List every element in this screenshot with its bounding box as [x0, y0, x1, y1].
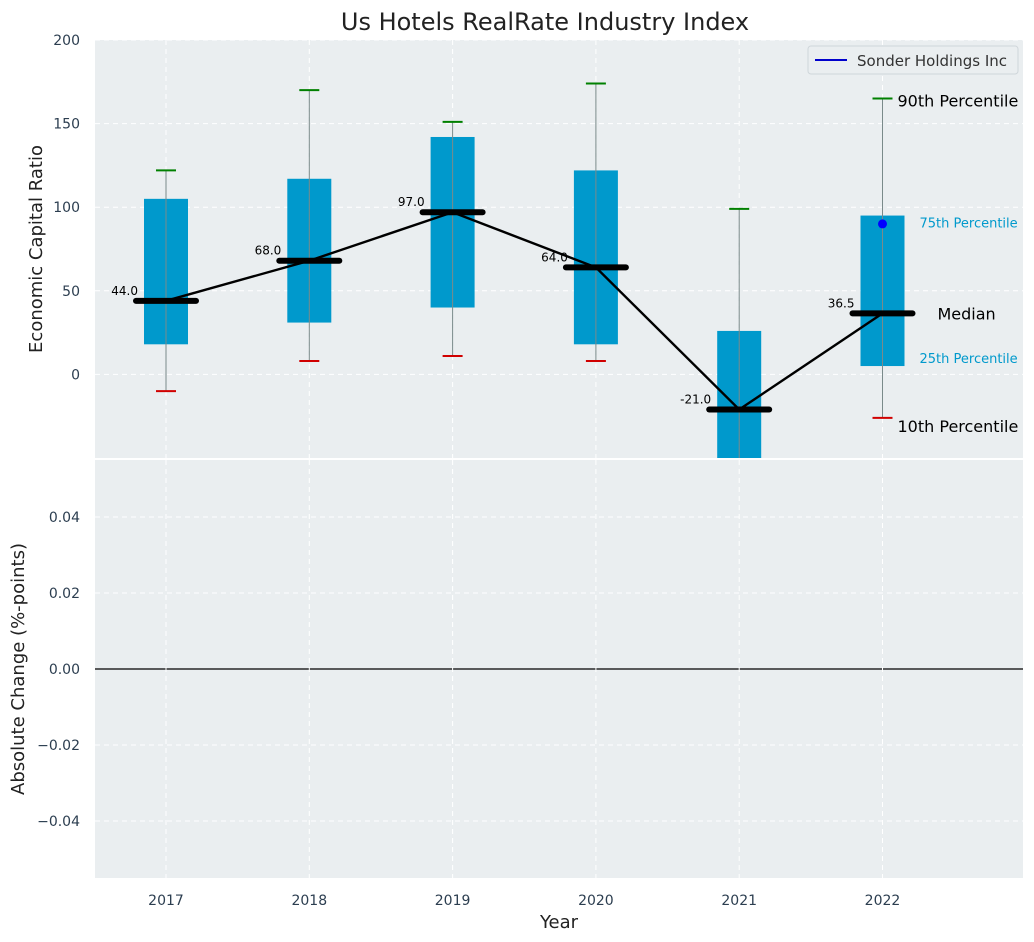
x-tick-label: 2018: [291, 893, 327, 909]
bottom-y-tick-label: 0.02: [49, 586, 80, 602]
median-value-label: 68.0: [255, 244, 282, 258]
median-value-label: 44.0: [111, 284, 138, 298]
top-y-axis-label: Economic Capital Ratio: [26, 145, 47, 353]
x-tick-label: 2017: [148, 893, 184, 909]
bottom-y-tick-label: −0.04: [37, 814, 80, 830]
median-trend: [165, 210, 887, 412]
annotation-p90: 90th Percentile: [898, 92, 1019, 111]
top-y-tick-label: 50: [62, 284, 80, 300]
x-tick-label: 2020: [578, 893, 614, 909]
x-tick-label: 2019: [435, 893, 471, 909]
median-value-label: 97.0: [398, 195, 425, 209]
legend: Sonder Holdings Inc: [807, 45, 1019, 75]
median-value-label: 36.5: [828, 296, 855, 310]
legend-label: Sonder Holdings Inc: [857, 52, 1007, 70]
annotation-p75: 75th Percentile: [920, 217, 1018, 232]
top-y-tick-labels: 0 50 100 150 200: [53, 33, 80, 383]
median-value-label: -21.0: [680, 393, 711, 407]
x-axis-label: Year: [539, 912, 579, 933]
bottom-y-tick-label: 0.00: [49, 662, 80, 678]
percentile-annotations: 90th Percentile 75th Percentile Median 25th…: [898, 92, 1019, 436]
annotation-p10: 10th Percentile: [898, 417, 1019, 436]
bottom-y-tick-label: −0.02: [37, 738, 80, 754]
legend-box: [807, 45, 1019, 75]
x-tick-label: 2022: [865, 893, 901, 909]
annotation-median: Median: [938, 304, 996, 323]
box-series: 44.068.097.064.0-21.036.5: [111, 82, 916, 458]
bottom-grid: [95, 460, 1023, 878]
bottom-y-tick-labels: 0.04 0.02 0.00 −0.02 −0.04: [37, 510, 80, 830]
top-y-tick-label: 150: [53, 117, 80, 133]
median-trend-line: [165, 210, 884, 412]
bottom-y-axis-label: Absolute Change (%-points): [8, 543, 29, 795]
company-point: [878, 219, 887, 229]
x-tick-label: 2021: [721, 893, 757, 909]
top-y-tick-label: 0: [71, 367, 80, 383]
x-tick-labels: 2017 2018 2019 2020 2021 2022: [148, 893, 900, 909]
annotation-p25: 25th Percentile: [920, 352, 1018, 367]
chart-title: Us Hotels RealRate Industry Index: [341, 8, 749, 36]
top-y-tick-label: 100: [53, 200, 80, 216]
top-y-tick-label: 200: [53, 33, 80, 49]
bottom-y-tick-label: 0.04: [49, 510, 80, 526]
